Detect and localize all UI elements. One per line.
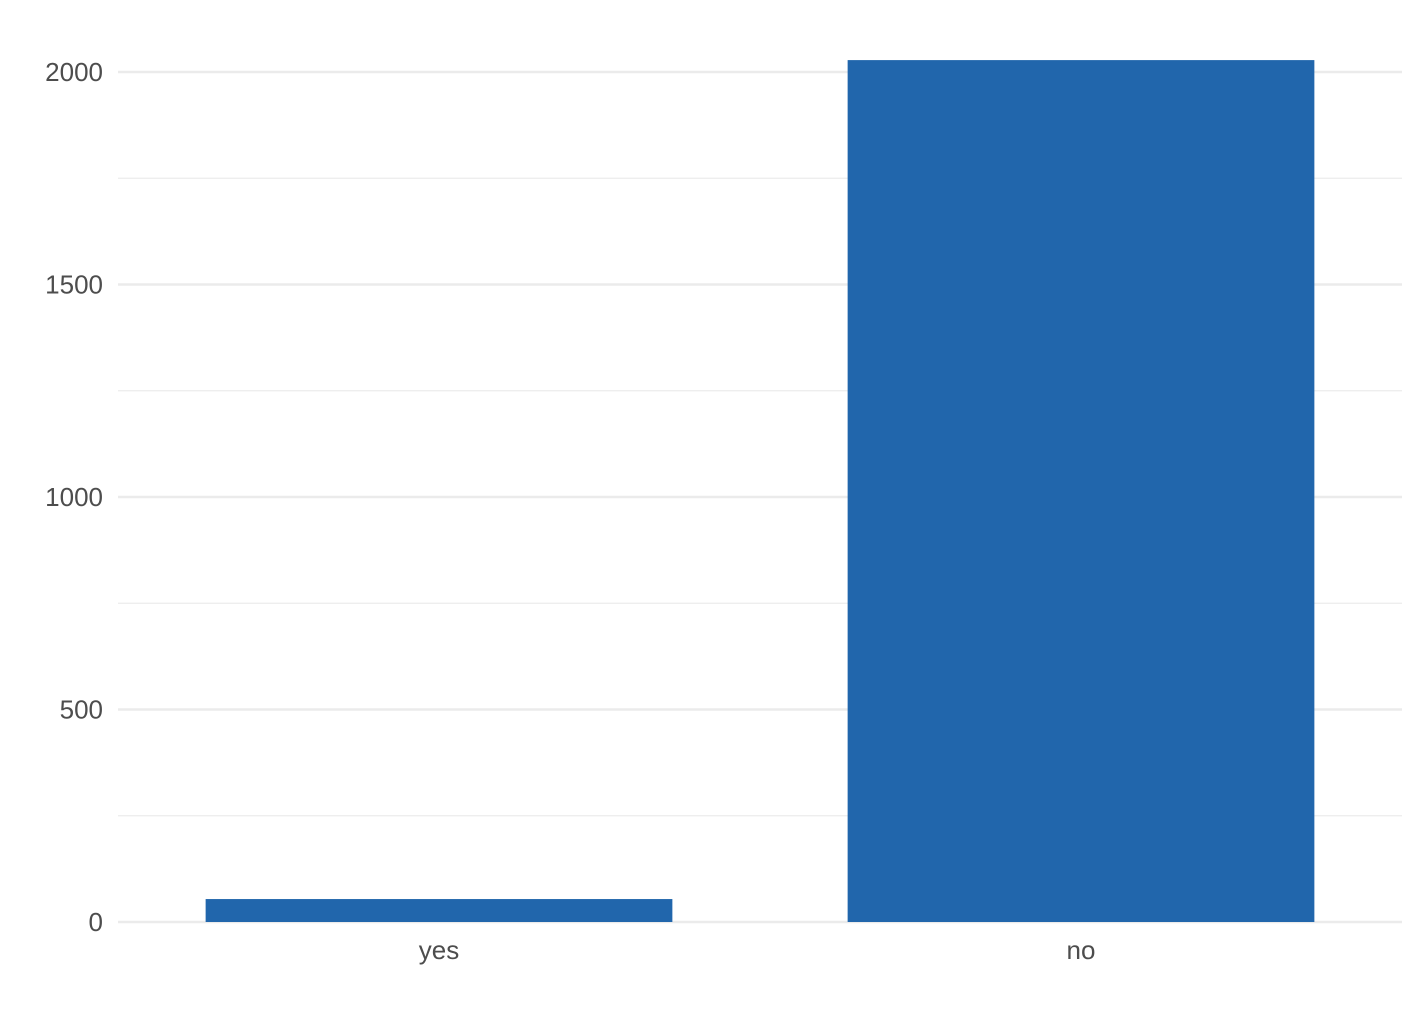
bar-no xyxy=(847,60,1315,923)
y-tick-label: 1000 xyxy=(45,482,103,512)
x-tick-label: yes xyxy=(419,935,459,965)
y-tick-label: 0 xyxy=(89,907,103,937)
y-tick-label: 2000 xyxy=(45,57,103,87)
x-tick-label: no xyxy=(1067,935,1096,965)
y-tick-label: 500 xyxy=(60,695,103,725)
x-axis-ticks: yes no xyxy=(419,935,1096,965)
bar-yes xyxy=(205,899,673,922)
y-axis-ticks: 0 500 1000 1500 2000 xyxy=(45,57,103,937)
bars xyxy=(205,60,1315,923)
y-tick-label: 1500 xyxy=(45,270,103,300)
